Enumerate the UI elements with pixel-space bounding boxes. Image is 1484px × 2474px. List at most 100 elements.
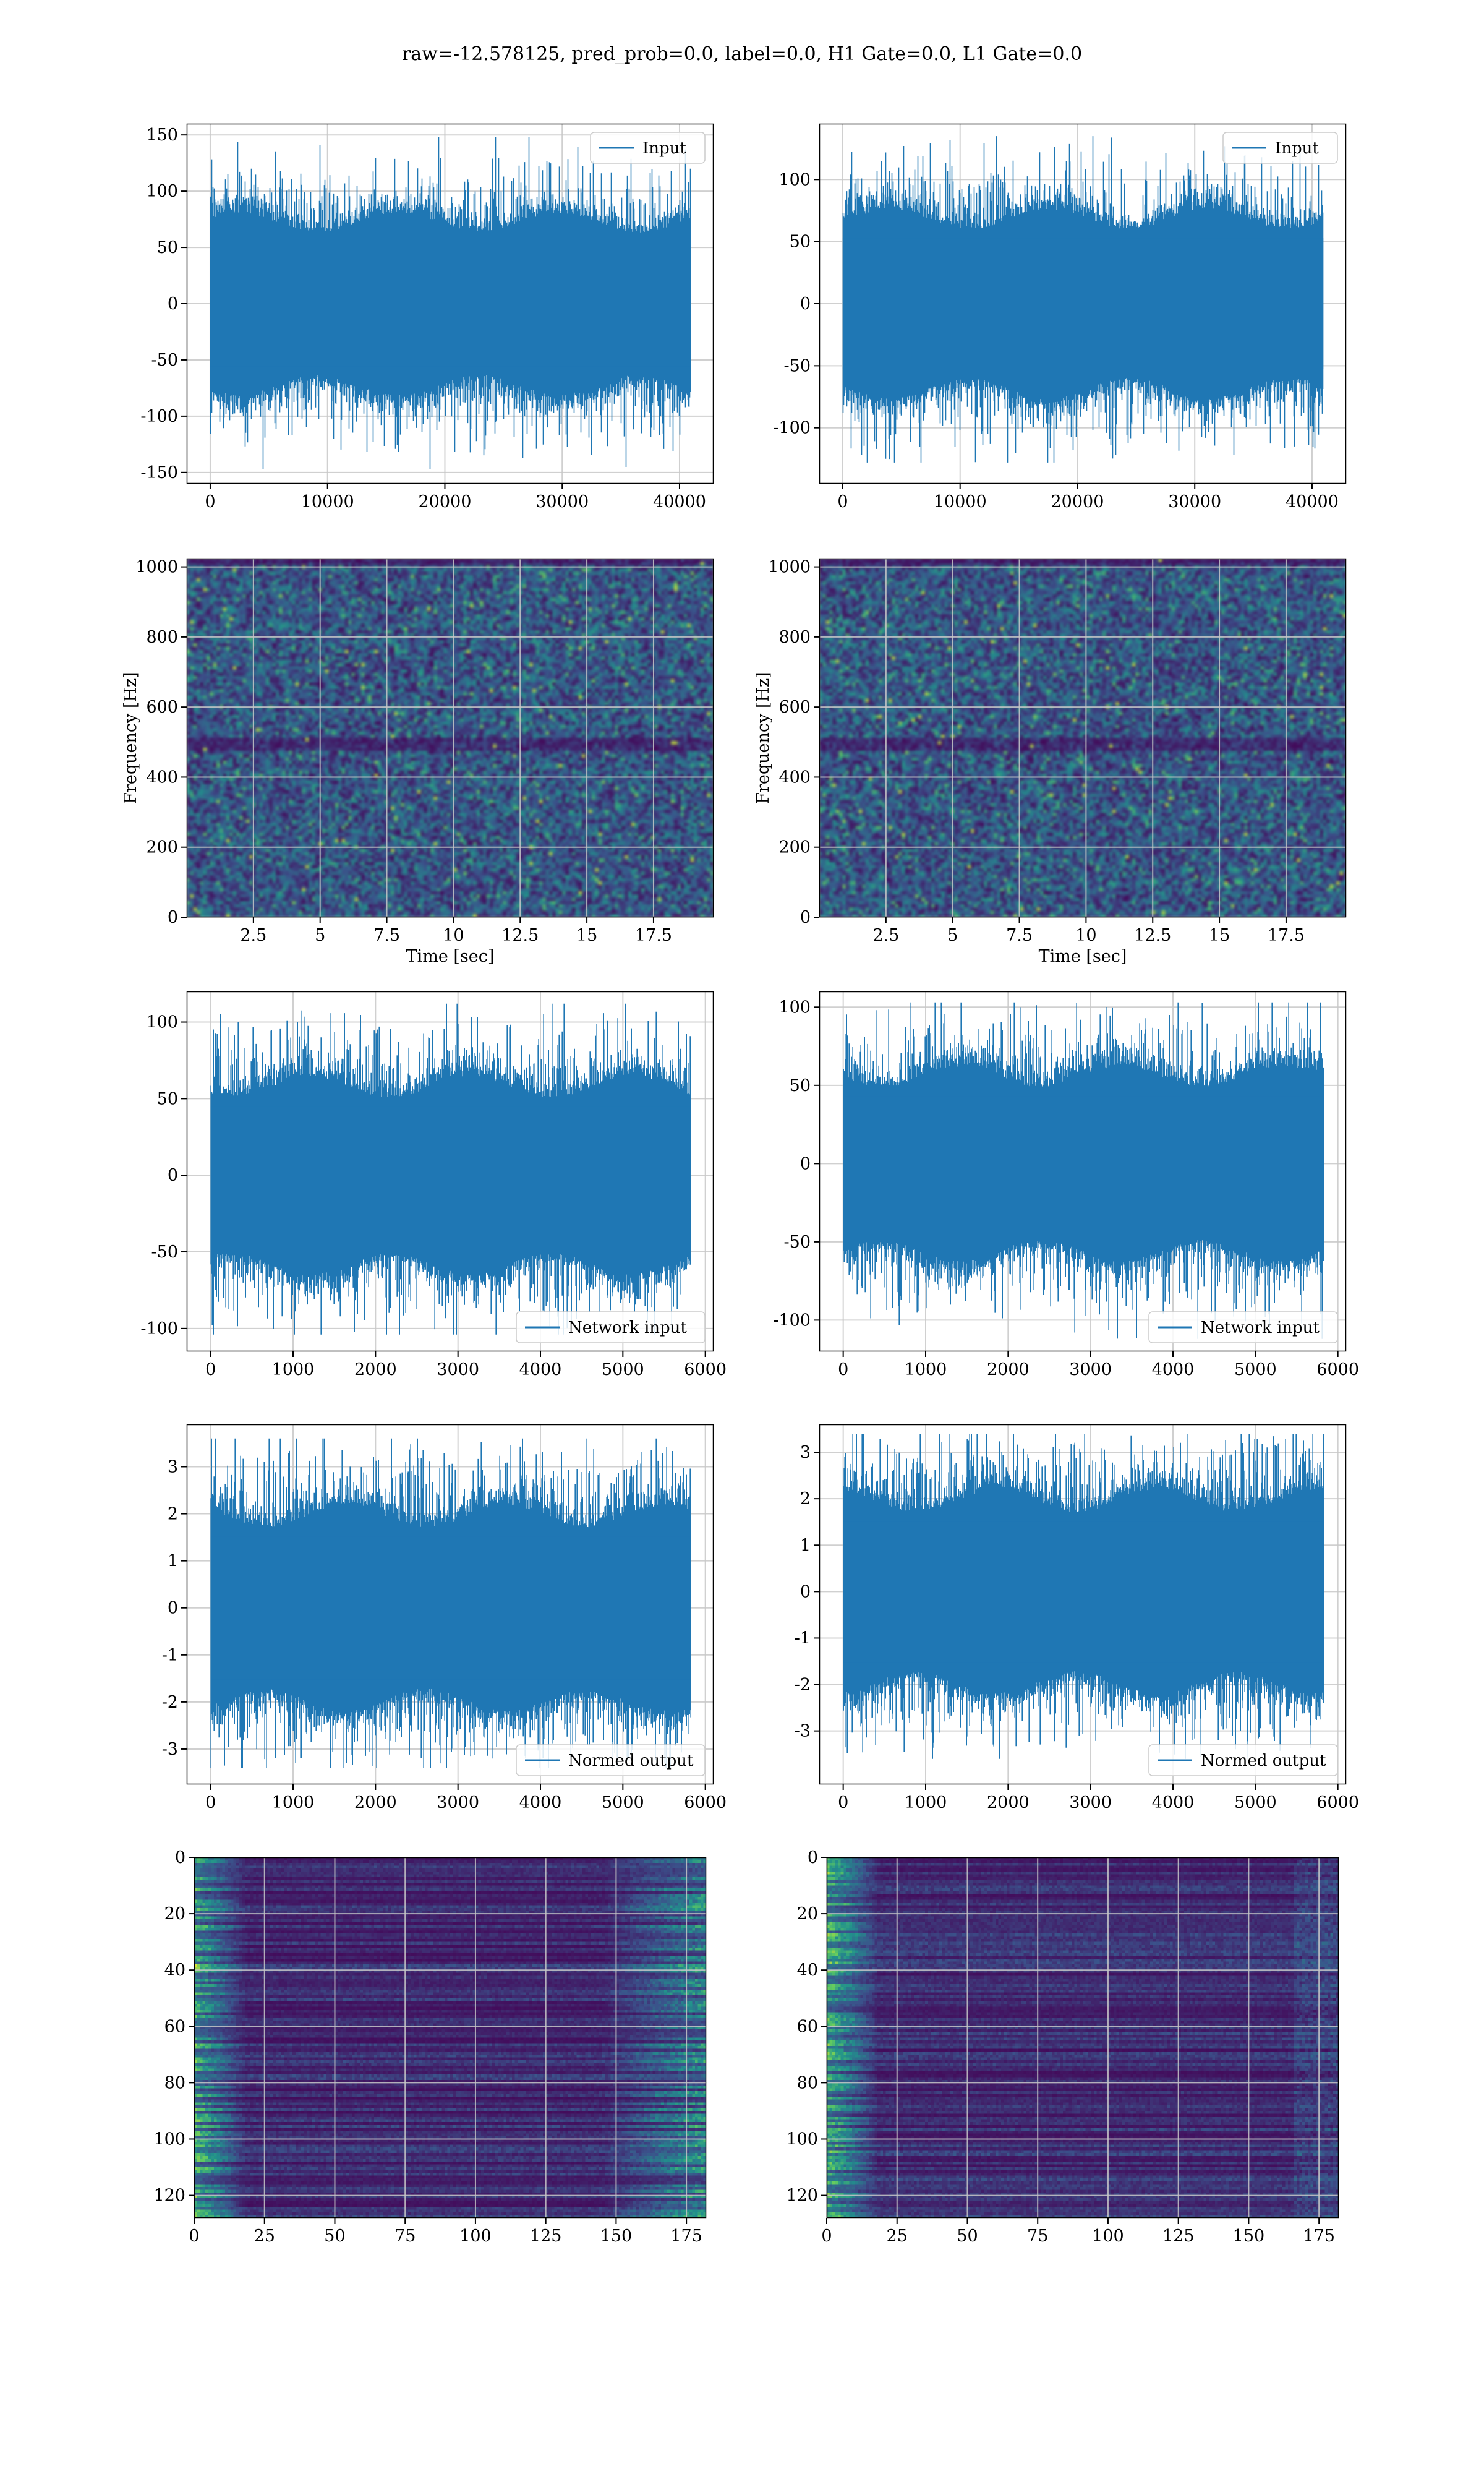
normed-output-l1-ticks: 0 1000 2000 3000 4000 5000 6000 -3 -2 -1 0 1 2 3 (795, 1443, 1359, 1812)
input-l1-frame (819, 123, 1347, 484)
chart-spectrogram-h1: 2.5 5 7.5 10 12.5 15 17.5 0 200 400 600 800 1000 Time… (121, 558, 714, 966)
normed-output-l1-ytick-label-5: 2 (800, 1489, 811, 1509)
spec-l1-xtick-label-6: 17.5 (1268, 926, 1305, 945)
normed-output-h1-legend-label: Normed output (568, 1752, 694, 1770)
network-input-l1-xtick-label-4: 4000 (1152, 1360, 1195, 1379)
normed-output-l1-legend: Normed output (1148, 1744, 1338, 1776)
normed-output-h1-ytick-label-3: 0 (168, 1599, 178, 1618)
spec-h1-xtick-label-2: 7.5 (373, 926, 400, 945)
network-input-h1-ytick-label-0: -100 (140, 1319, 178, 1338)
normed-output-l1-frame (819, 1424, 1347, 1785)
network-input-h1-xtick-label-2: 2000 (354, 1360, 397, 1379)
spec-l1-xtick-label-2: 7.5 (1006, 926, 1033, 945)
normed-output-h1-ytick-label-5: 2 (168, 1505, 178, 1524)
network-input-l1-frame (819, 991, 1347, 1352)
normed-output-l1-xtick-label-3: 3000 (1069, 1793, 1112, 1812)
input-l1-ytick-label-3: 50 (790, 233, 811, 252)
normed-output-h1-ytick-label-1: -2 (162, 1693, 178, 1712)
network-input-h1-ytick-label-4: 100 (146, 1013, 178, 1032)
feature-map-h1-xtick-label-1: 25 (254, 2227, 275, 2246)
network-input-h1-frame (186, 991, 714, 1352)
input-h1-ytick-label-6: 150 (146, 126, 178, 145)
normed-output-h1-legend-box (516, 1744, 706, 1776)
input-l1-legend-label: Input (1275, 139, 1319, 158)
spec-l1-frame (819, 558, 1347, 918)
spec-h1-image (187, 559, 714, 917)
normed-output-l1-xtick-label-0: 0 (838, 1793, 848, 1812)
input-h1-legend-label: Input (642, 139, 686, 158)
normed-output-l1-series-core (843, 1521, 1324, 1663)
chart-spectrogram-l1: 2.5 5 7.5 10 12.5 15 17.5 0 200 400 600 800 1000 Time… (754, 558, 1347, 966)
input-h1-frame (186, 123, 714, 484)
feature-map-h1-ytick-label-4: 80 (164, 2073, 186, 2092)
normed-output-h1-xtick-label-5: 5000 (602, 1793, 644, 1812)
normed-output-h1-ytick-label-0: -3 (162, 1740, 178, 1759)
network-input-h1-ticks: 0 1000 2000 3000 4000 5000 6000 -100 -50 0 50 100 (140, 1013, 727, 1379)
input-h1-xtick-label-4: 40000 (653, 492, 706, 511)
spec-l1-xtick-label-1: 5 (947, 926, 958, 945)
network-input-h1-legend: Network input (516, 1311, 706, 1343)
normed-output-l1-xtick-label-1: 1000 (905, 1793, 947, 1812)
feature-map-l1-ticks: 0 25 50 75 100 125 150 175 0 20 40 60 80 100 120 (786, 1848, 1334, 2246)
network-input-l1-legend: Network input (1148, 1311, 1338, 1343)
feature-map-h1-ytick-label-1: 20 (164, 1904, 186, 1924)
feature-map-l1-ytick-label-5: 100 (786, 2129, 818, 2149)
normed-output-l1-legend-label: Normed output (1201, 1752, 1326, 1770)
chart-feature-map-l1: 0 25 50 75 100 125 150 175 0 20 40 60 80 100 120 (786, 1848, 1339, 2246)
spec-l1-xlabel: Time [sec] (1039, 947, 1127, 966)
input-h1-xtick-label-0: 0 (205, 492, 215, 511)
input-h1-ytick-label-1: -100 (140, 407, 178, 426)
normed-output-l1-xtick-label-5: 5000 (1234, 1793, 1277, 1812)
input-l1-xtick-label-2: 20000 (1051, 492, 1104, 511)
network-input-l1-xtick-label-6: 6000 (1316, 1360, 1359, 1379)
spec-l1-image (819, 559, 1346, 917)
chart-network-input-l1: 0 1000 2000 3000 4000 5000 6000 -100 -50 0 50 100 Ne… (773, 991, 1359, 1379)
spec-l1-ytick-label-4: 800 (778, 628, 811, 647)
network-input-h1-ytick-label-1: -50 (151, 1243, 178, 1262)
spec-h1-xtick-label-5: 15 (576, 926, 597, 945)
feature-map-h1-xtick-label-4: 100 (459, 2227, 492, 2246)
spec-l1-ytick-label-1: 200 (778, 838, 811, 857)
feature-map-l1-xtick-label-7: 175 (1303, 2227, 1335, 2246)
spec-h1-xtick-label-1: 5 (315, 926, 325, 945)
feature-map-h1-ytick-label-5: 100 (153, 2129, 186, 2149)
feature-map-l1-ytick-label-6: 120 (786, 2186, 818, 2206)
feature-map-h1-xtick-label-5: 125 (530, 2227, 562, 2246)
feature-map-h1-image-holder (194, 1857, 706, 2218)
network-input-h1-ytick-label-2: 0 (168, 1166, 178, 1185)
normed-output-l1-ytick-label-3: 0 (800, 1582, 811, 1601)
input-l1-xtick-label-3: 30000 (1168, 492, 1221, 511)
input-l1-xtick-label-1: 10000 (934, 492, 987, 511)
spec-h1-ylabel: Frequency [Hz] (121, 672, 140, 803)
input-h1-legend-box (590, 132, 706, 164)
spec-l1-ticks: 2.5 5 7.5 10 12.5 15 17.5 0 200 400 600 800 1000 (768, 558, 1305, 945)
feature-map-l1-ytick-label-1: 20 (797, 1904, 818, 1924)
input-l1-series-core (842, 238, 1324, 369)
feature-map-l1-image (827, 1857, 1339, 2218)
network-input-l1-ytick-label-1: -50 (784, 1233, 811, 1252)
normed-output-h1-series-core (210, 1536, 691, 1680)
feature-map-l1-xtick-label-4: 100 (1092, 2227, 1124, 2246)
feature-map-l1-xtick-label-1: 25 (887, 2227, 908, 2246)
normed-output-l1-ytick-label-1: -2 (795, 1676, 811, 1695)
chart-network-input-h1: 0 1000 2000 3000 4000 5000 6000 -100 -50 0 50 100 Ne… (140, 991, 727, 1379)
input-l1-ticks: 0 10000 20000 30000 40000 -100 -50 0 50 100 (773, 170, 1339, 511)
spec-l1-xtick-label-4: 12.5 (1134, 926, 1171, 945)
feature-map-l1-image-holder (827, 1857, 1339, 2218)
feature-map-h1-image (194, 1857, 706, 2218)
normed-output-h1-xtick-label-2: 2000 (354, 1793, 397, 1812)
feature-map-l1-ytick-label-2: 40 (797, 1961, 818, 1980)
normed-output-l1-ytick-label-6: 3 (800, 1443, 811, 1462)
spec-h1-ytick-label-5: 1000 (135, 558, 178, 577)
network-input-h1-xtick-label-3: 3000 (437, 1360, 479, 1379)
normed-output-l1-xtick-label-2: 2000 (987, 1793, 1030, 1812)
network-input-h1-legend-box (516, 1311, 706, 1343)
input-l1-ytick-label-2: 0 (800, 294, 811, 314)
normed-output-l1-ytick-label-0: -3 (795, 1722, 811, 1741)
input-h1-xtick-label-1: 10000 (301, 492, 354, 511)
normed-output-h1-legend: Normed output (516, 1744, 706, 1776)
network-input-l1-ytick-label-4: 100 (778, 998, 811, 1017)
feature-map-h1-frame (194, 1857, 707, 2219)
feature-map-h1-xtick-label-6: 150 (600, 2227, 633, 2246)
input-h1-ticks: 0 10000 20000 30000 40000 -150 -100 -50 0 50 100 15… (140, 126, 706, 511)
